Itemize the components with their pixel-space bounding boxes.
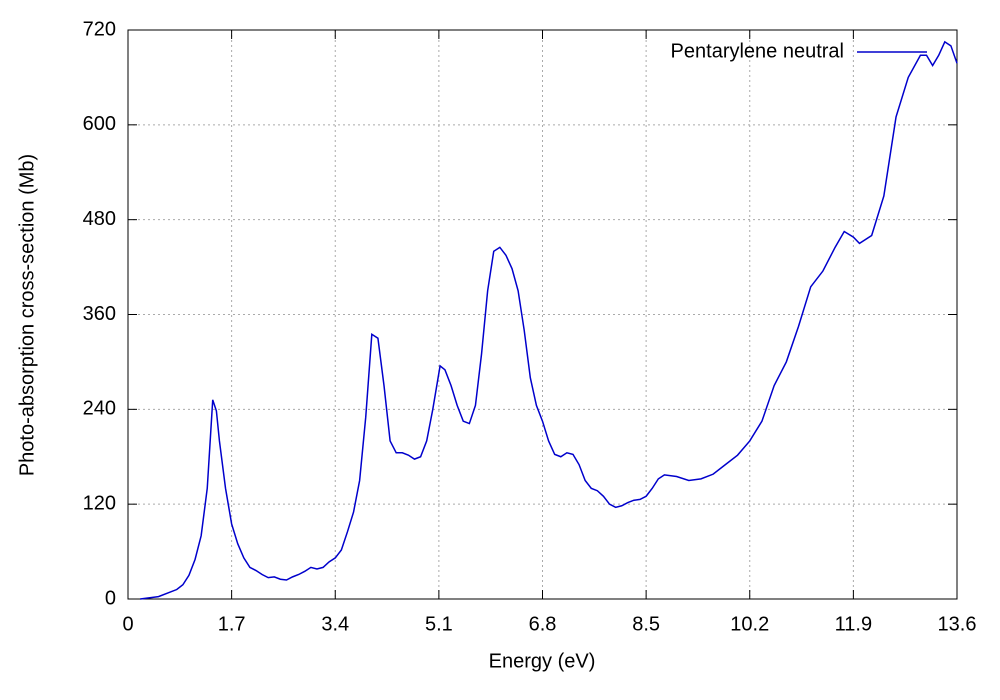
x-tick-label: 8.5 (632, 613, 660, 635)
data-line (140, 40, 958, 600)
y-tick-label: 240 (83, 398, 116, 420)
x-tick-label: 10.2 (730, 613, 769, 635)
x-tick-label: 5.1 (425, 613, 453, 635)
x-tick-label: 13.6 (938, 613, 977, 635)
plot-frame (127, 29, 958, 600)
y-tick-label: 480 (83, 208, 116, 230)
x-tick-label: 6.8 (529, 613, 557, 635)
y-tick-label: 600 (83, 113, 116, 135)
x-tick-label: 11.9 (835, 613, 872, 635)
y-axis-label: Photo-absorption cross-section (Mb) (16, 154, 38, 476)
y-tick-label: 720 (83, 18, 116, 40)
x-axis-label: Energy (eV) (489, 650, 596, 672)
x-tick-label: 3.4 (321, 613, 349, 635)
y-tick-label: 120 (83, 492, 116, 514)
x-tick-label: 0 (122, 613, 133, 635)
y-tick-label: 0 (105, 587, 116, 609)
y-tick-label: 360 (83, 303, 116, 325)
x-tick-label: 1.7 (218, 613, 246, 635)
legend-label: Pentarylene neutral (671, 40, 844, 62)
